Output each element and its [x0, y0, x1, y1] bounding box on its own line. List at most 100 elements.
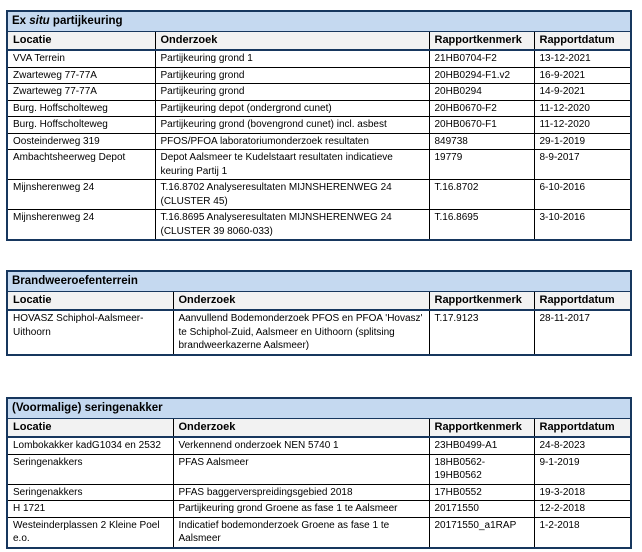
- cell-locatie: Burg. Hoffscholteweg: [8, 116, 156, 134]
- table-row: Seringenakkers PFAS baggerverspreidingsge…: [8, 483, 630, 501]
- table-row: Oosteinderweg 319 PFOS/PFOA laboratoriumo…: [8, 132, 630, 150]
- table-title: Brandweeroefenterrein: [8, 272, 630, 292]
- cell-rapportdatum: 11-12-2020: [533, 116, 630, 134]
- column-header-rapportdatum: Rapportdatum: [533, 32, 630, 51]
- cell-rapportkenmerk: 849738: [428, 132, 535, 150]
- table-header: Locatie Onderzoek Rapportkenmerk Rapportdat…: [8, 32, 630, 51]
- cell-rapportdatum: 29-1-2019: [533, 132, 630, 150]
- table-row: VVA Terrein Partijkeuring grond 1 21HB0704…: [8, 49, 630, 68]
- cell-onderzoek: PFAS baggerverspreidingsgebied 2018: [172, 483, 430, 501]
- table-title: (Voormalige) seringenakker: [8, 399, 630, 419]
- cell-locatie: Burg. Hoffscholteweg: [8, 99, 156, 117]
- cell-onderzoek: Partijkeuring grond: [154, 66, 430, 84]
- report-table: Locatie Onderzoek Rapportkenmerk Rapportdat…: [8, 419, 630, 547]
- cell-onderzoek: Partijkeuring depot (ondergrond cunet): [154, 99, 430, 117]
- table-row: Burg. Hoffscholteweg Partijkeuring grond …: [8, 116, 630, 134]
- cell-locatie: Oosteinderweg 319: [8, 132, 156, 150]
- table-body: VVA Terrein Partijkeuring grond 1 21HB0704…: [8, 49, 630, 239]
- table-title-text: situ: [29, 15, 50, 27]
- cell-locatie: Zwarteweg 77-77A: [8, 83, 156, 101]
- cell-onderzoek: Partijkeuring grond 1: [154, 49, 430, 68]
- column-header-rapportkenmerk: Rapportkenmerk: [428, 292, 535, 311]
- cell-rapportdatum: 12-2-2018: [533, 500, 630, 518]
- cell-onderzoek: T.16.8695 Analyseresultaten MIJNSHERENWE…: [154, 209, 430, 239]
- cell-locatie: Ambachtsheerweg Depot: [8, 149, 156, 180]
- cell-onderzoek: Indicatief bodemonderzoek Groene as fase…: [172, 516, 430, 547]
- table-header: Locatie Onderzoek Rapportkenmerk Rapportdat…: [8, 419, 630, 438]
- column-header-rapportkenmerk: Rapportkenmerk: [428, 419, 535, 438]
- cell-onderzoek: PFOS/PFOA laboratoriumonderzoek resultat…: [154, 132, 430, 150]
- table-row: Mijnsherenweg 24 T.16.8695 Analyseresulta…: [8, 209, 630, 239]
- cell-locatie: Westeinderplassen 2 Kleine Poel e.o.: [8, 516, 174, 547]
- cell-locatie: HOVASZ Schiphol-Aalsmeer-Uithoorn: [8, 309, 174, 354]
- column-header-rapportdatum: Rapportdatum: [533, 419, 630, 438]
- cell-onderzoek: PFAS Aalsmeer: [172, 453, 430, 485]
- cell-onderzoek: Partijkeuring grond (bovengrond cunet) i…: [154, 116, 430, 134]
- cell-rapportkenmerk: 20HB0294-F1.v2: [428, 66, 535, 84]
- header-row: Locatie Onderzoek Rapportkenmerk Rapportdat…: [8, 292, 630, 311]
- cell-rapportkenmerk: 17HB0552: [428, 483, 535, 501]
- table-body: HOVASZ Schiphol-Aalsmeer-Uithoorn Aanvull…: [8, 309, 630, 354]
- cell-locatie: Mijnsherenweg 24: [8, 209, 156, 239]
- column-header-locatie: Locatie: [8, 419, 174, 438]
- cell-locatie: Seringenakkers: [8, 483, 174, 501]
- table-row: Zwarteweg 77-77A Partijkeuring grond 20HB0…: [8, 83, 630, 101]
- cell-rapportdatum: 8-9-2017: [533, 149, 630, 180]
- table-row: Seringenakkers PFAS Aalsmeer 18HB0562-19HB…: [8, 453, 630, 485]
- cell-rapportkenmerk: 23HB0499-A1: [428, 436, 535, 455]
- header-row: Locatie Onderzoek Rapportkenmerk Rapportdat…: [8, 419, 630, 438]
- cell-rapportdatum: 13-12-2021: [533, 49, 630, 68]
- table-row: Burg. Hoffscholteweg Partijkeuring depot …: [8, 99, 630, 117]
- cell-onderzoek: T.16.8702 Analyseresultaten MIJNSHERENWE…: [154, 179, 430, 210]
- cell-locatie: Lombokakker kadG1034 en 2532: [8, 436, 174, 455]
- cell-rapportkenmerk: 19779: [428, 149, 535, 180]
- cell-rapportkenmerk: 20HB0670-F1: [428, 116, 535, 134]
- column-header-onderzoek: Onderzoek: [172, 419, 430, 438]
- cell-rapportkenmerk: 18HB0562-19HB0562: [428, 453, 535, 485]
- section-voormalige-seringenakker: (Voormalige) seringenakker Locatie Onderz…: [6, 397, 632, 549]
- report-table: Locatie Onderzoek Rapportkenmerk Rapportdat…: [8, 292, 630, 354]
- cell-rapportkenmerk: 20171550: [428, 500, 535, 518]
- cell-rapportdatum: 24-8-2023: [533, 436, 630, 455]
- table-row: Ambachtsheerweg Depot Depot Aalsmeer te K…: [8, 149, 630, 180]
- section-brandweeroefenterrein: Brandweeroefenterrein Locatie Onderzoek Ra…: [6, 270, 632, 356]
- cell-rapportdatum: 11-12-2020: [533, 99, 630, 117]
- table-row: H 1721 Partijkeuring grond Groene as fase…: [8, 500, 630, 518]
- cell-locatie: H 1721: [8, 500, 174, 518]
- table-row: Zwarteweg 77-77A Partijkeuring grond 20HB0…: [8, 66, 630, 84]
- table-title-text: (Voormalige) seringenakker: [12, 402, 163, 414]
- cell-rapportkenmerk: 20171550_a1RAP: [428, 516, 535, 547]
- cell-locatie: Seringenakkers: [8, 453, 174, 485]
- report-table: Locatie Onderzoek Rapportkenmerk Rapportdat…: [8, 32, 630, 239]
- cell-locatie: Mijnsherenweg 24: [8, 179, 156, 210]
- cell-locatie: VVA Terrein: [8, 49, 156, 68]
- table-row: Lombokakker kadG1034 en 2532 Verkennend o…: [8, 436, 630, 455]
- cell-locatie: Zwarteweg 77-77A: [8, 66, 156, 84]
- cell-onderzoek: Verkennend onderzoek NEN 5740 1: [172, 436, 430, 455]
- cell-rapportkenmerk: T.16.8695: [428, 209, 535, 239]
- cell-rapportkenmerk: 21HB0704-F2: [428, 49, 535, 68]
- cell-rapportkenmerk: 20HB0294: [428, 83, 535, 101]
- table-body: Lombokakker kadG1034 en 2532 Verkennend o…: [8, 436, 630, 547]
- column-header-rapportdatum: Rapportdatum: [533, 292, 630, 311]
- cell-rapportkenmerk: T.16.8702: [428, 179, 535, 210]
- cell-rapportdatum: 16-9-2021: [533, 66, 630, 84]
- table-title: Ex situ partijkeuring: [8, 12, 630, 32]
- column-header-onderzoek: Onderzoek: [172, 292, 430, 311]
- table-title-text: Ex: [12, 15, 30, 27]
- column-header-locatie: Locatie: [8, 32, 156, 51]
- cell-onderzoek: Partijkeuring grond: [154, 83, 430, 101]
- cell-rapportdatum: 19-3-2018: [533, 483, 630, 501]
- cell-onderzoek: Aanvullend Bodemonderzoek PFOS en PFOA '…: [172, 309, 430, 354]
- cell-rapportdatum: 1-2-2018: [533, 516, 630, 547]
- table-row: HOVASZ Schiphol-Aalsmeer-Uithoorn Aanvull…: [8, 309, 630, 354]
- cell-rapportkenmerk: 20HB0670-F2: [428, 99, 535, 117]
- table-row: Westeinderplassen 2 Kleine Poel e.o. Indi…: [8, 516, 630, 547]
- cell-rapportdatum: 9-1-2019: [533, 453, 630, 485]
- table-title-text: partijkeuring: [49, 15, 123, 27]
- cell-rapportkenmerk: T.17.9123: [428, 309, 535, 354]
- cell-onderzoek: Depot Aalsmeer te Kudelstaart resultaten…: [154, 149, 430, 180]
- column-header-locatie: Locatie: [8, 292, 174, 311]
- cell-rapportdatum: 14-9-2021: [533, 83, 630, 101]
